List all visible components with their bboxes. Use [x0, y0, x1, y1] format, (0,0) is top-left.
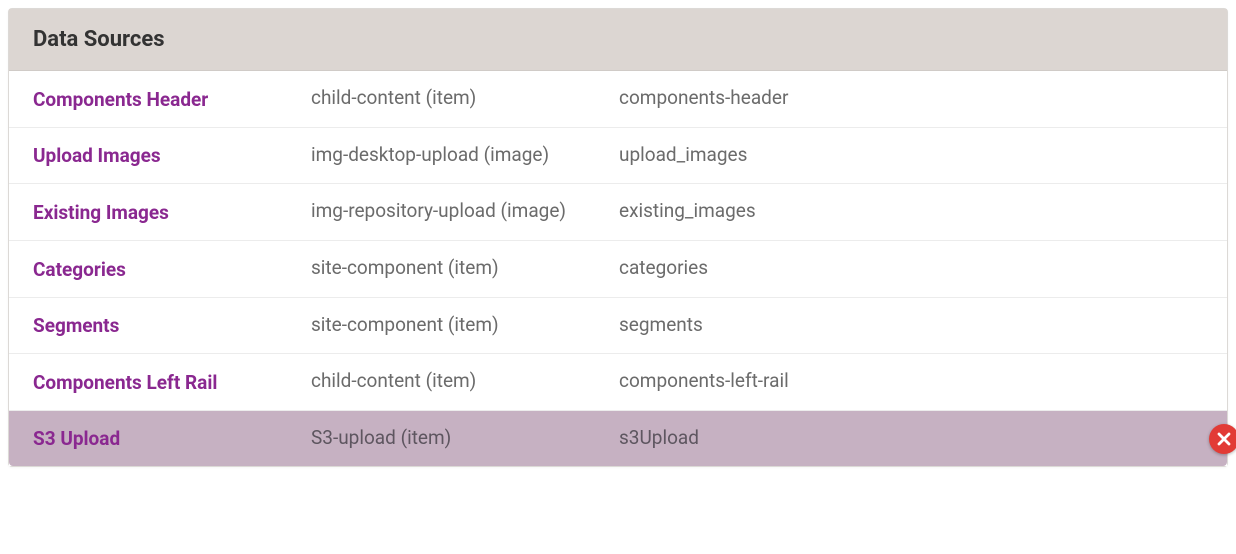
- data-source-name-link[interactable]: Existing Images: [33, 201, 169, 224]
- table-row[interactable]: S3 Upload S3-upload (item)s3Upload: [9, 411, 1227, 467]
- data-source-name-link[interactable]: Components Header: [33, 88, 208, 111]
- data-source-name-link[interactable]: Components Left Rail: [33, 371, 217, 394]
- data-source-key: components-left-rail: [619, 368, 1203, 394]
- data-source-key: existing_images: [619, 198, 1203, 224]
- data-source-name-link[interactable]: Segments: [33, 314, 119, 337]
- table-row[interactable]: Categories site-component (item)categorie…: [9, 241, 1227, 298]
- data-source-type: img-repository-upload (image): [311, 198, 619, 224]
- data-source-key: components-header: [619, 85, 1203, 111]
- table-row[interactable]: Upload Images img-desktop-upload (image)u…: [9, 128, 1227, 185]
- data-source-key: s3Upload: [619, 425, 1203, 451]
- data-source-key: categories: [619, 255, 1203, 281]
- data-source-name-link[interactable]: S3 Upload: [33, 427, 120, 450]
- data-source-key: segments: [619, 312, 1203, 338]
- panel-title: Data Sources: [33, 27, 1203, 52]
- data-source-type: site-component (item): [311, 312, 619, 338]
- close-icon: [1216, 431, 1232, 447]
- data-source-name-link[interactable]: Upload Images: [33, 144, 161, 167]
- data-source-type: site-component (item): [311, 255, 619, 281]
- table-row[interactable]: Components Header child-content (item)com…: [9, 71, 1227, 128]
- panel-header: Data Sources: [9, 9, 1227, 71]
- data-sources-panel: Data Sources Components Header child-cont…: [8, 8, 1228, 467]
- data-source-type: child-content (item): [311, 368, 619, 394]
- data-source-key: upload_images: [619, 142, 1203, 168]
- table-row[interactable]: Components Left Rail child-content (item)…: [9, 354, 1227, 411]
- data-sources-table: Components Headerchild-content (item)com…: [9, 71, 1227, 466]
- data-source-type: img-desktop-upload (image): [311, 142, 619, 168]
- delete-button[interactable]: [1209, 424, 1236, 454]
- data-source-name-link[interactable]: Categories: [33, 258, 126, 281]
- data-source-type: S3-upload (item): [311, 425, 619, 451]
- table-row[interactable]: Existing Images img-repository-upload (im…: [9, 184, 1227, 241]
- table-row[interactable]: Segments site-component (item)segments: [9, 298, 1227, 355]
- data-source-type: child-content (item): [311, 85, 619, 111]
